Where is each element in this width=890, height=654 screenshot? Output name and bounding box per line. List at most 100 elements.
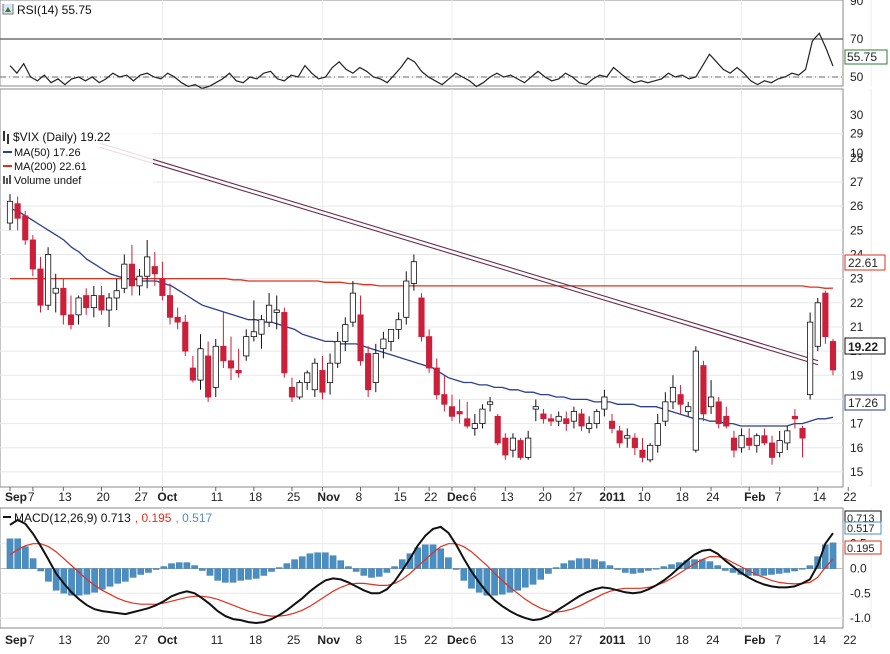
- macd-y-tick-3: -1.0: [850, 611, 871, 625]
- candle-body-7: [60, 287, 67, 316]
- price-y-tick-3: 26: [850, 199, 864, 213]
- candle-body-47: [365, 353, 372, 391]
- macd-legend: MACD(12,26,9) 0.713, 0.195, 0.517: [3, 511, 213, 525]
- candle-26: [205, 341, 212, 402]
- candle-body-82: [631, 437, 638, 449]
- candle-7: [60, 278, 67, 325]
- candle-59: [456, 399, 463, 424]
- candle-body-16: [128, 263, 135, 287]
- price-x-label-18: 2011: [599, 490, 625, 504]
- macd-hist-bar-27: [214, 568, 221, 581]
- price-x-label-23: 7: [775, 490, 782, 504]
- macd-x-label-5: Oct: [157, 633, 177, 647]
- candle-27: [212, 339, 219, 398]
- candle-84: [647, 442, 654, 463]
- macd-x-label-19: 10: [637, 633, 651, 647]
- candle-96: [738, 428, 745, 453]
- macd-hist-bar-44: [345, 566, 352, 569]
- candle-body-27: [212, 345, 219, 388]
- candle-19: [151, 252, 158, 286]
- candle-71: [547, 413, 555, 427]
- macd-hist-bar-29: [229, 568, 237, 583]
- price-y-tick-12: 17: [850, 417, 864, 431]
- macd-hist-bar-2: [22, 546, 29, 569]
- macd-x-label-4: 27: [135, 633, 149, 647]
- candle-body-2: [22, 215, 29, 241]
- candle-body-0: [6, 200, 14, 224]
- candle-body-61: [471, 423, 478, 429]
- candle-body-54: [418, 297, 425, 338]
- rsi-series: [9, 32, 834, 90]
- macd-x-label-18: 2011: [599, 633, 625, 647]
- rsi-y-tick-0: 90: [850, 0, 864, 8]
- macd-hist-bar-28: [222, 568, 229, 583]
- candle-20: [159, 261, 166, 301]
- candle-body-26: [205, 355, 212, 398]
- macd-x-label-2: 13: [58, 633, 72, 647]
- candle-44: [342, 317, 349, 352]
- macd-hist-bar-30: [237, 568, 245, 581]
- candle-body-58: [448, 406, 456, 417]
- candle-89: [685, 401, 692, 417]
- rsi-legend-label: RSI(14) 55.75: [17, 3, 92, 17]
- candle-31: [243, 329, 250, 361]
- ma200-last-label: 22.61: [848, 256, 878, 270]
- candle-body-72: [555, 415, 562, 422]
- price-x-label-5: Oct: [157, 490, 177, 504]
- macd-hist-bar-33: [260, 568, 268, 576]
- candle-body-81: [624, 435, 631, 439]
- candle-93: [715, 397, 722, 429]
- candle-97: [746, 428, 753, 451]
- candle-25: [197, 334, 204, 390]
- candle-body-3: [29, 239, 36, 270]
- price-x-label-6: 11: [211, 490, 224, 504]
- price-x-label-17: 27: [569, 490, 583, 504]
- candle-33: [258, 314, 265, 349]
- price-panel: 292827262524232221201918171615 Sep713202…: [0, 88, 886, 504]
- macd-hist-bar-24: [191, 565, 198, 569]
- candle-body-42: [326, 362, 334, 383]
- candle-108: [829, 339, 837, 376]
- macd-x-label-3: 20: [96, 633, 110, 647]
- rsi-last-value-box: [844, 49, 888, 65]
- macd-x-label-17: 27: [569, 633, 583, 647]
- candle-50: [387, 328, 395, 352]
- macd-hist-bar-68: [529, 568, 537, 585]
- candle-body-4: [37, 268, 44, 306]
- candle-body-53: [410, 261, 417, 284]
- macd-x-label-10: 8: [356, 633, 363, 647]
- candle-body-29: [227, 360, 235, 369]
- price-x-label-7: 18: [249, 490, 263, 504]
- candle-103: [791, 409, 798, 429]
- macd-legend-value: 0.713: [101, 511, 131, 525]
- macd-x-label-12: 22: [424, 633, 438, 647]
- macd-x-label-6: 11: [211, 633, 224, 647]
- candle-92: [708, 380, 715, 414]
- candle-body-64: [494, 415, 501, 444]
- macd-hist-bar-56: [437, 548, 445, 569]
- candle-81: [624, 428, 631, 448]
- macd-x-label-21: 24: [706, 633, 720, 647]
- rsi-grid: [0, 0, 872, 116]
- candle-body-35: [273, 309, 280, 313]
- macd-hist-bar-5: [45, 568, 52, 582]
- candle-1: [14, 196, 21, 231]
- candle-14: [113, 278, 120, 311]
- macd-x-label-7: 18: [249, 633, 263, 647]
- candle-13: [105, 293, 113, 327]
- price-x-axis: Sep 7 13 20 27 Oct 11 18 25 Nov 8 15 22 Dec 6 13 20 27 201…: [5, 487, 857, 504]
- candle-body-30: [235, 370, 242, 374]
- candle-18: [144, 239, 151, 289]
- price-x-label-15: 13: [500, 490, 514, 504]
- macd-hist-bar-75: [583, 558, 591, 569]
- macd-x-label-14: 6: [470, 633, 477, 647]
- candle-body-66: [509, 437, 517, 451]
- histogram-legend-value: 0.517: [182, 511, 212, 525]
- candle-12: [98, 285, 105, 315]
- candle-body-84: [647, 444, 654, 461]
- macd-hist-bar-77: [598, 561, 606, 569]
- candle-76: [586, 416, 593, 434]
- candle-body-78: [601, 396, 608, 410]
- signal-line: [9, 543, 834, 617]
- price-y-tick-8: 21: [850, 320, 864, 334]
